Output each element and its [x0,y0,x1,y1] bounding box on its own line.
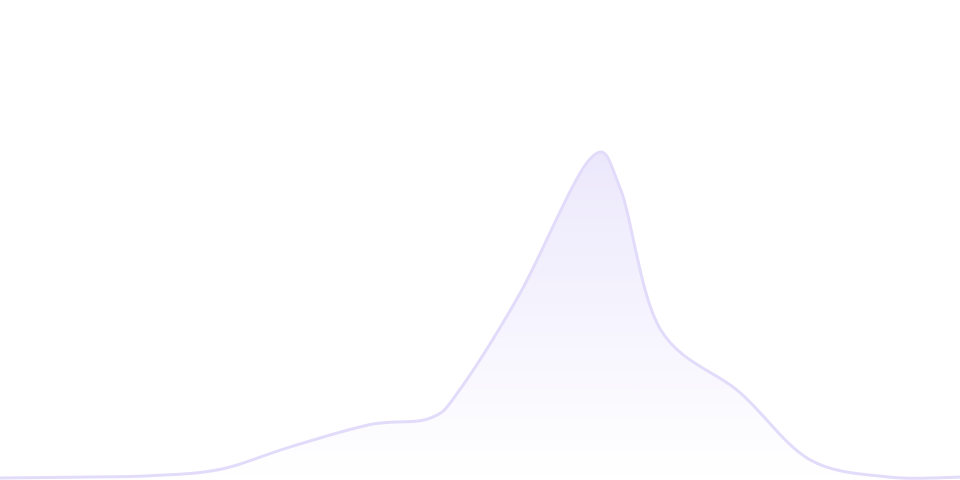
area-fill [0,152,960,480]
series-line [0,150,960,480]
